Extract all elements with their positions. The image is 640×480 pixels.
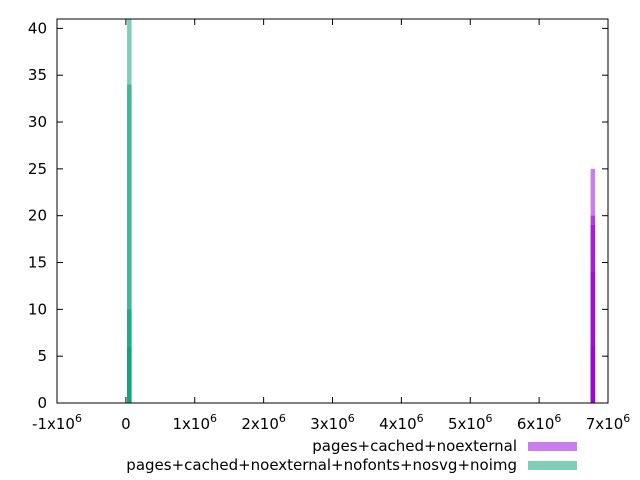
y-tick-label-7: 35 <box>28 66 47 84</box>
y-tick-label-4: 20 <box>28 207 47 225</box>
bar-series-0-4 <box>590 168 596 403</box>
x-tick-label-4: 3x106 <box>310 412 355 433</box>
x-tick-label-7: 6x106 <box>517 412 562 433</box>
x-tick-label-6: 5x106 <box>448 412 493 433</box>
y-tick-label-8: 40 <box>28 19 47 37</box>
legend-label-1: pages+cached+noexternal+nofonts+nosvg+no… <box>126 456 517 474</box>
y-tick-label-2: 10 <box>28 300 47 318</box>
y-tick-label-5: 25 <box>28 160 47 178</box>
y-tick-label-6: 30 <box>28 113 47 131</box>
legend-swatch-0 <box>528 442 577 451</box>
plot-border <box>56 18 609 404</box>
x-tick-label-2: 1x106 <box>172 412 217 433</box>
y-tick-label-1: 5 <box>37 347 47 365</box>
y-tick-label-0: 0 <box>37 394 47 412</box>
bars-layer <box>127 19 596 403</box>
x-tick-label-8: 7x106 <box>586 412 631 433</box>
x-tick-label-0: -1x106 <box>32 412 82 433</box>
x-tick-label-1: 0 <box>121 415 131 433</box>
legend-swatch-1 <box>528 461 577 470</box>
x-tick-label-3: 2x106 <box>241 412 286 433</box>
x-tick-label-5: 4x106 <box>379 412 424 433</box>
legend-label-0: pages+cached+noexternal <box>312 437 517 455</box>
y-tick-label-3: 15 <box>28 254 47 272</box>
bar-series-1-3 <box>127 19 132 403</box>
legend: pages+cached+noexternalpages+cached+noex… <box>126 437 577 474</box>
